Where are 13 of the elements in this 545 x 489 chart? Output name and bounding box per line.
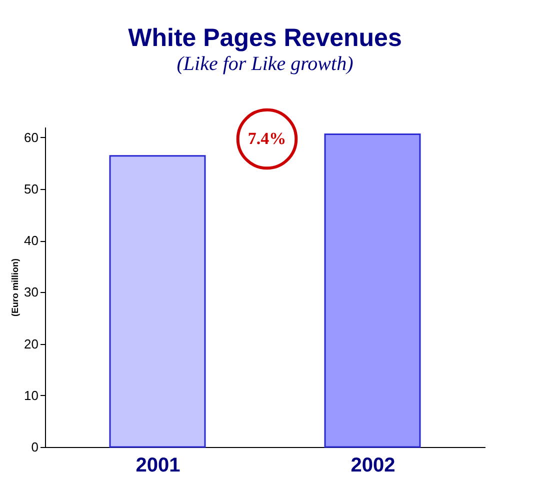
x-tick-label: 2001 [136,454,180,476]
y-tick-label: 50 [24,181,38,196]
annotation: 7.4% [248,129,286,148]
y-axis-title: (Euro million) [10,258,20,316]
y-tick-label: 0 [31,440,38,454]
chart-subtitle: (Like for Like growth) [176,52,354,75]
y-tick-label: 30 [24,284,38,300]
y-tick-label: 40 [24,233,38,248]
y-tick-label: 20 [24,336,38,352]
chart-title: White Pages Revenues [128,24,402,52]
x-tick-label: 2002 [350,454,396,476]
y-tick-label: 10 [24,388,38,403]
y-tick-label: 60 [24,130,38,145]
